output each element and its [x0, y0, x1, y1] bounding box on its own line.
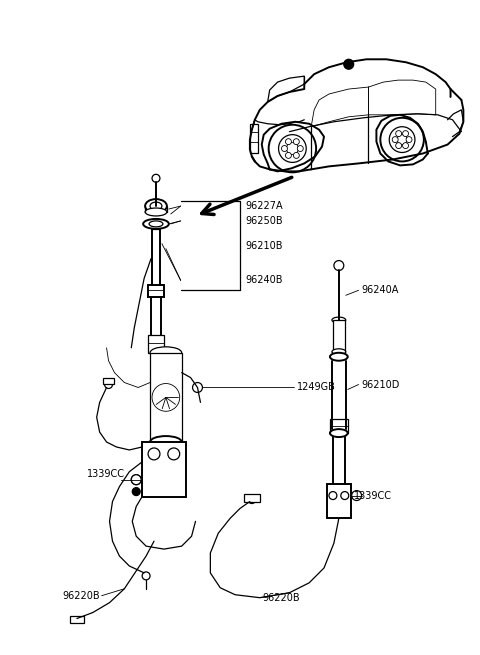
- Bar: [250, 124, 258, 153]
- Circle shape: [334, 261, 344, 271]
- Text: 1339CC: 1339CC: [87, 469, 125, 479]
- Bar: [103, 377, 114, 384]
- Circle shape: [131, 475, 141, 485]
- Circle shape: [286, 139, 291, 145]
- Circle shape: [269, 124, 316, 172]
- Ellipse shape: [332, 349, 346, 355]
- Circle shape: [293, 139, 300, 145]
- Bar: [70, 616, 84, 624]
- Ellipse shape: [152, 384, 180, 411]
- Ellipse shape: [330, 429, 348, 437]
- Circle shape: [389, 126, 415, 153]
- Text: 96220B: 96220B: [62, 591, 100, 601]
- Circle shape: [403, 130, 408, 137]
- Text: 96240A: 96240A: [361, 286, 399, 295]
- Circle shape: [168, 448, 180, 460]
- Circle shape: [396, 130, 402, 137]
- Ellipse shape: [150, 436, 182, 448]
- Circle shape: [406, 137, 412, 143]
- Circle shape: [152, 174, 160, 182]
- Circle shape: [132, 487, 140, 496]
- Text: 96250B: 96250B: [245, 216, 283, 226]
- Circle shape: [278, 135, 306, 162]
- Circle shape: [297, 145, 303, 151]
- Ellipse shape: [143, 219, 169, 229]
- Circle shape: [352, 491, 361, 500]
- Text: 96210D: 96210D: [361, 379, 400, 390]
- Ellipse shape: [145, 208, 167, 216]
- Circle shape: [329, 492, 337, 500]
- Circle shape: [131, 475, 141, 485]
- Circle shape: [142, 572, 150, 580]
- Circle shape: [341, 492, 349, 500]
- Circle shape: [192, 383, 203, 392]
- Text: 96220B: 96220B: [263, 593, 300, 603]
- Circle shape: [380, 118, 424, 161]
- Bar: [148, 286, 164, 297]
- Circle shape: [287, 143, 298, 155]
- Circle shape: [148, 448, 160, 460]
- Ellipse shape: [145, 199, 167, 213]
- Circle shape: [105, 381, 112, 388]
- Text: 96210B: 96210B: [245, 240, 282, 251]
- Text: 96227A: 96227A: [245, 201, 283, 211]
- Bar: [330, 419, 348, 433]
- Text: 1339CC: 1339CC: [354, 491, 392, 500]
- Ellipse shape: [149, 221, 163, 227]
- Circle shape: [248, 496, 256, 504]
- Circle shape: [293, 153, 300, 159]
- Bar: [327, 483, 351, 518]
- Circle shape: [344, 60, 354, 69]
- Bar: [333, 320, 345, 352]
- Bar: [150, 353, 182, 442]
- Circle shape: [392, 137, 398, 143]
- Circle shape: [396, 143, 402, 149]
- Bar: [148, 335, 164, 353]
- Bar: [142, 442, 186, 496]
- Circle shape: [397, 135, 407, 145]
- Ellipse shape: [150, 202, 162, 210]
- Circle shape: [281, 145, 288, 151]
- Ellipse shape: [150, 347, 182, 359]
- Ellipse shape: [332, 317, 346, 323]
- Text: 1249GB: 1249GB: [297, 383, 336, 392]
- Circle shape: [286, 153, 291, 159]
- Bar: [244, 494, 260, 502]
- Ellipse shape: [330, 353, 348, 361]
- Text: 96240B: 96240B: [245, 275, 282, 286]
- Circle shape: [403, 143, 408, 149]
